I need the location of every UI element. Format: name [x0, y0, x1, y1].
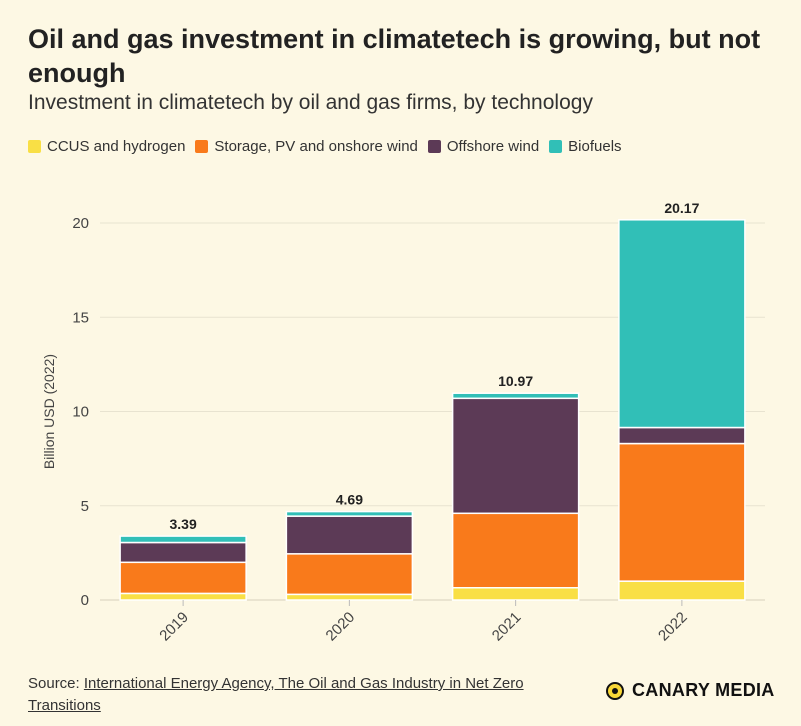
legend-label-storage: Storage, PV and onshore wind — [214, 138, 418, 155]
bar-segment — [285, 553, 414, 596]
x-tick-label: 2022 — [655, 609, 691, 645]
bar-total-label: 10.97 — [498, 373, 533, 389]
bar-segment — [119, 535, 247, 544]
bar-segment — [618, 219, 746, 429]
bar-segment — [119, 541, 247, 564]
x-tick-label: 2020 — [323, 609, 359, 645]
bar-segment — [451, 586, 580, 601]
chart-subtitle: Investment in climatetech by oil and gas… — [28, 91, 593, 114]
legend-swatch-ccus — [28, 140, 41, 153]
bar-segment — [119, 561, 247, 595]
bar-total-label: 4.69 — [336, 492, 363, 508]
bar-segment — [285, 593, 414, 601]
source-note: Source: International Energy Agency, The… — [28, 673, 588, 717]
y-tick-label: 0 — [81, 592, 89, 609]
y-axis-label: Billion USD (2022) — [41, 354, 57, 469]
legend-swatch-biofuels — [549, 140, 563, 153]
x-tick-label: 2019 — [156, 609, 192, 645]
bar-total-label: 20.17 — [664, 200, 699, 216]
source-prefix: Source: — [28, 675, 84, 692]
canary-logo-icon — [606, 681, 624, 700]
bar-segment — [618, 580, 746, 601]
x-tick-label: 2021 — [489, 609, 525, 645]
legend-item-offshore: Offshore wind — [427, 138, 540, 155]
legend-label-biofuels: Biofuels — [568, 138, 622, 155]
bar-segment — [451, 392, 580, 400]
stacked-bar-chart: 0 5 10 15 20 Billion USD (2022) 3.39 2019 4.69 20… — [41, 200, 765, 645]
legend-label-offshore: Offshore wind — [446, 138, 540, 155]
legend-label-ccus: CCUS and hydrogen — [47, 138, 186, 155]
y-tick-label: 10 — [72, 404, 89, 421]
legend-item-storage: Storage, PV and onshore wind — [195, 138, 418, 155]
legend-swatch-storage — [195, 140, 209, 153]
bar-segment — [285, 515, 414, 555]
y-tick-label: 20 — [72, 215, 89, 232]
source-link[interactable]: International Energy Agency, The Oil and… — [28, 675, 524, 714]
bar-segment — [618, 442, 746, 582]
bar-segment — [451, 397, 580, 515]
legend-item-biofuels: Biofuels — [549, 138, 622, 155]
chart-title: Oil and gas investment in climatetech is… — [28, 24, 761, 88]
y-tick-label: 5 — [81, 498, 89, 515]
legend-swatch-offshore — [427, 140, 441, 153]
bar-segment — [119, 592, 247, 601]
brand-logo: CANARY MEDIA — [606, 680, 775, 701]
legend-item-ccus: CCUS and hydrogen — [28, 138, 185, 155]
bar-segment — [618, 426, 746, 445]
legend: CCUS and hydrogen Storage, PV and onshor… — [28, 138, 632, 155]
bar-total-label: 3.39 — [170, 516, 197, 532]
bar-segment — [285, 510, 414, 517]
bar-segment — [451, 512, 580, 589]
brand-name: CANARY MEDIA — [632, 680, 775, 700]
y-tick-label: 15 — [72, 309, 89, 326]
